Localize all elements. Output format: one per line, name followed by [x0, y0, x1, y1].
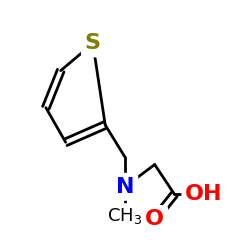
Text: CH$_3$: CH$_3$: [108, 206, 142, 227]
Text: S: S: [85, 34, 101, 54]
Text: N: N: [116, 177, 134, 197]
Text: OH: OH: [185, 184, 223, 204]
Text: O: O: [145, 209, 164, 229]
